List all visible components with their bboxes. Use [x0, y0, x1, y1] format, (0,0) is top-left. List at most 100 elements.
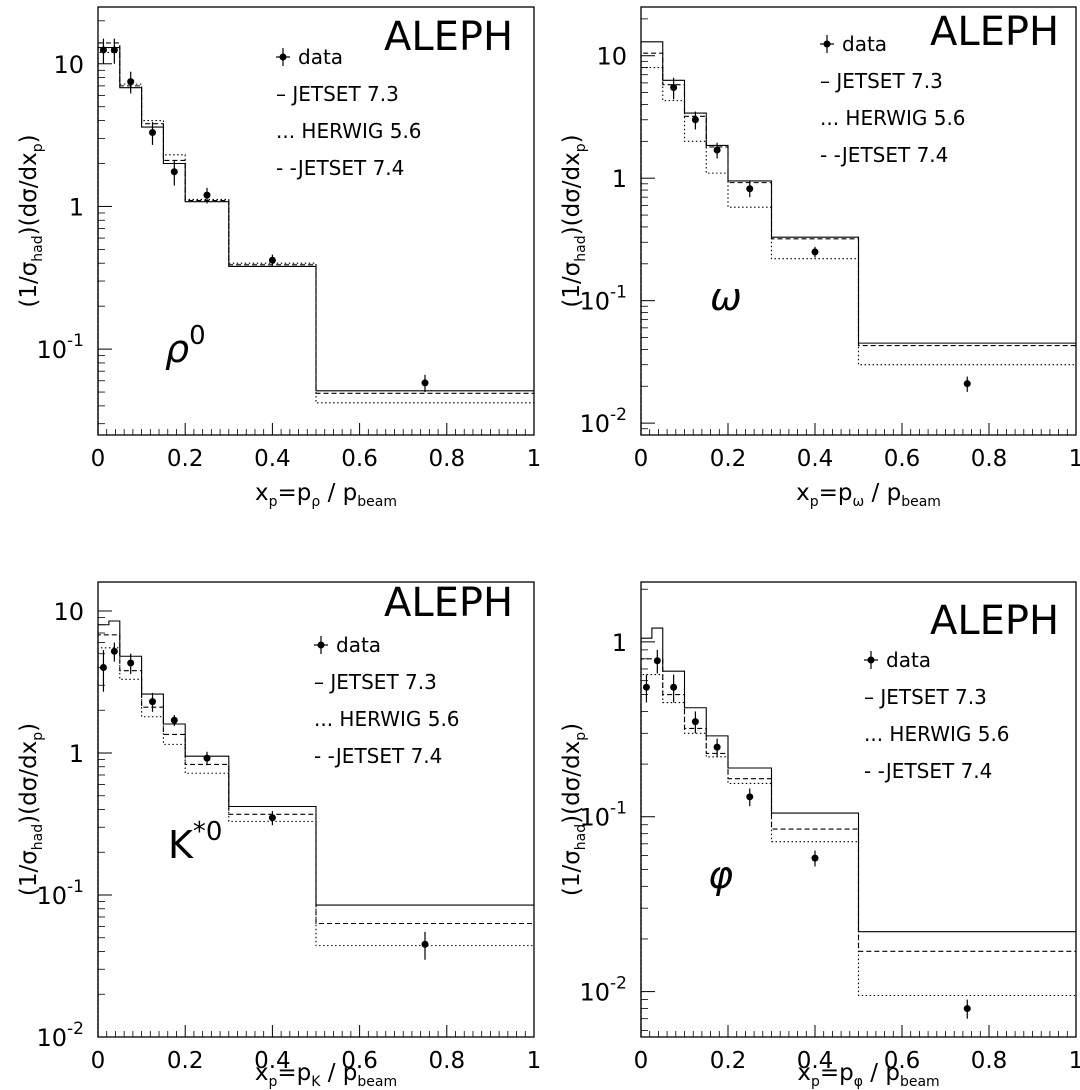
x-axis-label-part: ρ — [311, 494, 320, 510]
x-tick-label: 0.8 — [971, 446, 1008, 472]
y-axis-label: (1/σhad)(dσ/dxp) — [559, 723, 589, 896]
x-axis-label-part: p — [269, 494, 278, 510]
data-point — [170, 168, 178, 176]
data-point — [99, 46, 107, 54]
x-tick-label: 1 — [1069, 1048, 1080, 1074]
legend-entry: - -JETSET 7.4 — [864, 759, 992, 783]
legend-entry: ... HERWIG 5.6 — [314, 707, 460, 731]
y-axis-label-part: )(dσ/dx — [559, 152, 585, 235]
experiment-label: ALEPH — [384, 14, 513, 60]
legend-entry: – JETSET 7.3 — [276, 82, 399, 106]
y-tick-label: 1 — [69, 193, 84, 221]
x-tick-label: 0.2 — [167, 446, 204, 472]
x-axis-label-part: ω — [852, 494, 864, 510]
particle-symbol: K — [168, 823, 194, 867]
data-point — [963, 380, 971, 388]
x-tick-label: 0.6 — [884, 1048, 921, 1074]
y-tick-base: 10 — [37, 336, 68, 364]
x-tick-label: 0.2 — [710, 1048, 747, 1074]
y-tick-base: 10 — [580, 804, 611, 832]
x-axis-label-part: =p — [277, 1060, 311, 1086]
y-tick-base: 1 — [612, 165, 627, 193]
y-tick-base: 10 — [37, 882, 68, 910]
data-point — [149, 128, 156, 136]
legend-entry: – JETSET 7.3 — [820, 69, 943, 93]
experiment-label: ALEPH — [384, 580, 513, 626]
x-tick-label: 0 — [634, 446, 649, 472]
x-axis-label-part: / p — [320, 1060, 357, 1086]
x-tick-label: 0.2 — [710, 446, 747, 472]
experiment-label: ALEPH — [930, 598, 1059, 644]
y-tick-label: 10 — [53, 598, 84, 626]
y-tick-label: 10 — [596, 43, 627, 71]
legend-entry: ... HERWIG 5.6 — [820, 106, 966, 130]
histogram-jetset-7-3 — [640, 627, 1076, 1037]
legend-entry: - -JETSET 7.4 — [820, 143, 948, 167]
y-tick-base: 1 — [69, 193, 84, 221]
y-axis-label-part: ) — [16, 723, 42, 732]
y-axis-label-part: p — [30, 143, 46, 152]
y-tick-base: 1 — [612, 629, 627, 657]
data-point — [268, 256, 276, 264]
legend: data – JETSET 7.3 ... HERWIG 5.6 - -JETSET … — [276, 45, 422, 180]
data-point — [713, 743, 721, 751]
legend-marker-point — [867, 656, 875, 664]
y-axis-label-part: p — [573, 732, 589, 741]
particle-label: ρ0 — [165, 321, 206, 371]
legend-entry: - -JETSET 7.4 — [276, 156, 404, 180]
x-tick-label: 0.4 — [797, 446, 834, 472]
legend-entry-data: data — [886, 648, 931, 672]
x-tick-label: 0.8 — [429, 1048, 466, 1074]
y-tick-label: 10-2 — [580, 974, 628, 1007]
y-axis-label-part: (1/σ — [559, 850, 585, 896]
data-point — [149, 698, 156, 706]
histogram-jetset-7-3 — [97, 620, 534, 1037]
y-axis-label-part: )(dσ/dx — [559, 741, 585, 824]
y-tick-exponent: -1 — [67, 331, 84, 351]
x-tick-label: 0.6 — [341, 446, 378, 472]
y-tick-base: 10 — [580, 288, 611, 316]
x-tick-label: 0.4 — [797, 1048, 834, 1074]
y-tick-exponent: -1 — [610, 283, 627, 303]
y-axis-label-part: ) — [559, 723, 585, 732]
data-point — [110, 46, 118, 54]
data-point — [127, 78, 135, 86]
x-tick-label: 0 — [91, 1048, 106, 1074]
data-point — [746, 185, 754, 193]
x-axis-label: xp=pω / pbeam — [796, 480, 941, 510]
x-axis-label-part: x — [255, 1060, 269, 1086]
x-axis-label-part: beam — [901, 494, 941, 510]
y-axis-label: (1/σhad)(dσ/dxp) — [559, 134, 589, 307]
particle-label: ω — [710, 275, 742, 319]
y-tick-label: 10-1 — [37, 331, 85, 364]
data-point — [811, 248, 819, 256]
x-tick-label: 1 — [527, 1048, 542, 1074]
y-tick-base: 10 — [596, 43, 627, 71]
data-point — [421, 940, 429, 948]
x-axis-label-part: / p — [863, 1060, 900, 1086]
data-point — [963, 1005, 971, 1013]
x-tick-label: 0 — [634, 1048, 649, 1074]
x-axis-label-part: p — [810, 494, 819, 510]
y-tick-base: 10 — [37, 1024, 68, 1052]
plot-frame — [640, 581, 1077, 1038]
particle-symbol: ω — [710, 275, 742, 319]
data-point — [713, 146, 721, 154]
x-tick-label: 0 — [91, 446, 106, 472]
x-axis-label-part: x — [797, 1060, 811, 1086]
data-point — [99, 663, 107, 671]
legend: data – JETSET 7.3 ... HERWIG 5.6 - -JETSET … — [314, 633, 460, 768]
legend-entry: ... HERWIG 5.6 — [276, 119, 422, 143]
data-point — [691, 116, 699, 124]
y-axis-label-part: (1/σ — [16, 262, 42, 308]
y-tick-label: 1 — [612, 165, 627, 193]
x-axis-label-part: p — [811, 1074, 820, 1090]
x-axis-label: xp=pK / pbeam — [255, 1060, 397, 1090]
legend-marker-point — [823, 40, 831, 48]
x-tick-label: 0.6 — [341, 1048, 378, 1074]
y-tick-label: 1 — [612, 629, 627, 657]
y-tick-base: 10 — [580, 410, 611, 438]
